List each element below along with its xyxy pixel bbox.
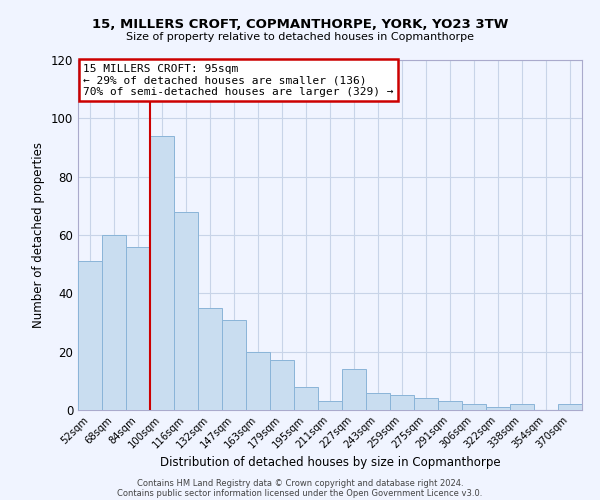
Bar xyxy=(102,235,126,410)
Bar xyxy=(150,136,174,410)
Bar xyxy=(174,212,198,410)
Bar xyxy=(222,320,246,410)
Bar xyxy=(126,246,150,410)
Bar xyxy=(246,352,270,410)
Text: Contains public sector information licensed under the Open Government Licence v3: Contains public sector information licen… xyxy=(118,488,482,498)
Bar xyxy=(414,398,438,410)
Text: Size of property relative to detached houses in Copmanthorpe: Size of property relative to detached ho… xyxy=(126,32,474,42)
Bar xyxy=(318,401,342,410)
Text: Contains HM Land Registry data © Crown copyright and database right 2024.: Contains HM Land Registry data © Crown c… xyxy=(137,478,463,488)
Y-axis label: Number of detached properties: Number of detached properties xyxy=(32,142,45,328)
Bar xyxy=(270,360,294,410)
Bar xyxy=(198,308,222,410)
Bar xyxy=(342,369,366,410)
Bar xyxy=(462,404,486,410)
Text: 15 MILLERS CROFT: 95sqm
← 29% of detached houses are smaller (136)
70% of semi-d: 15 MILLERS CROFT: 95sqm ← 29% of detache… xyxy=(83,64,394,96)
Bar xyxy=(438,401,462,410)
Bar xyxy=(390,396,414,410)
Bar xyxy=(558,404,582,410)
Text: 15, MILLERS CROFT, COPMANTHORPE, YORK, YO23 3TW: 15, MILLERS CROFT, COPMANTHORPE, YORK, Y… xyxy=(92,18,508,30)
Bar xyxy=(510,404,534,410)
Bar xyxy=(366,392,390,410)
X-axis label: Distribution of detached houses by size in Copmanthorpe: Distribution of detached houses by size … xyxy=(160,456,500,469)
Bar xyxy=(486,407,510,410)
Bar xyxy=(78,261,102,410)
Bar xyxy=(294,386,318,410)
